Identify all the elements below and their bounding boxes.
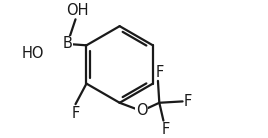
Text: F: F	[71, 106, 80, 120]
Text: B: B	[62, 36, 72, 51]
Text: F: F	[162, 122, 170, 137]
Text: F: F	[184, 94, 192, 109]
Text: HO: HO	[21, 46, 44, 61]
Text: O: O	[136, 104, 147, 119]
Text: OH: OH	[66, 3, 88, 18]
Text: F: F	[155, 65, 163, 79]
